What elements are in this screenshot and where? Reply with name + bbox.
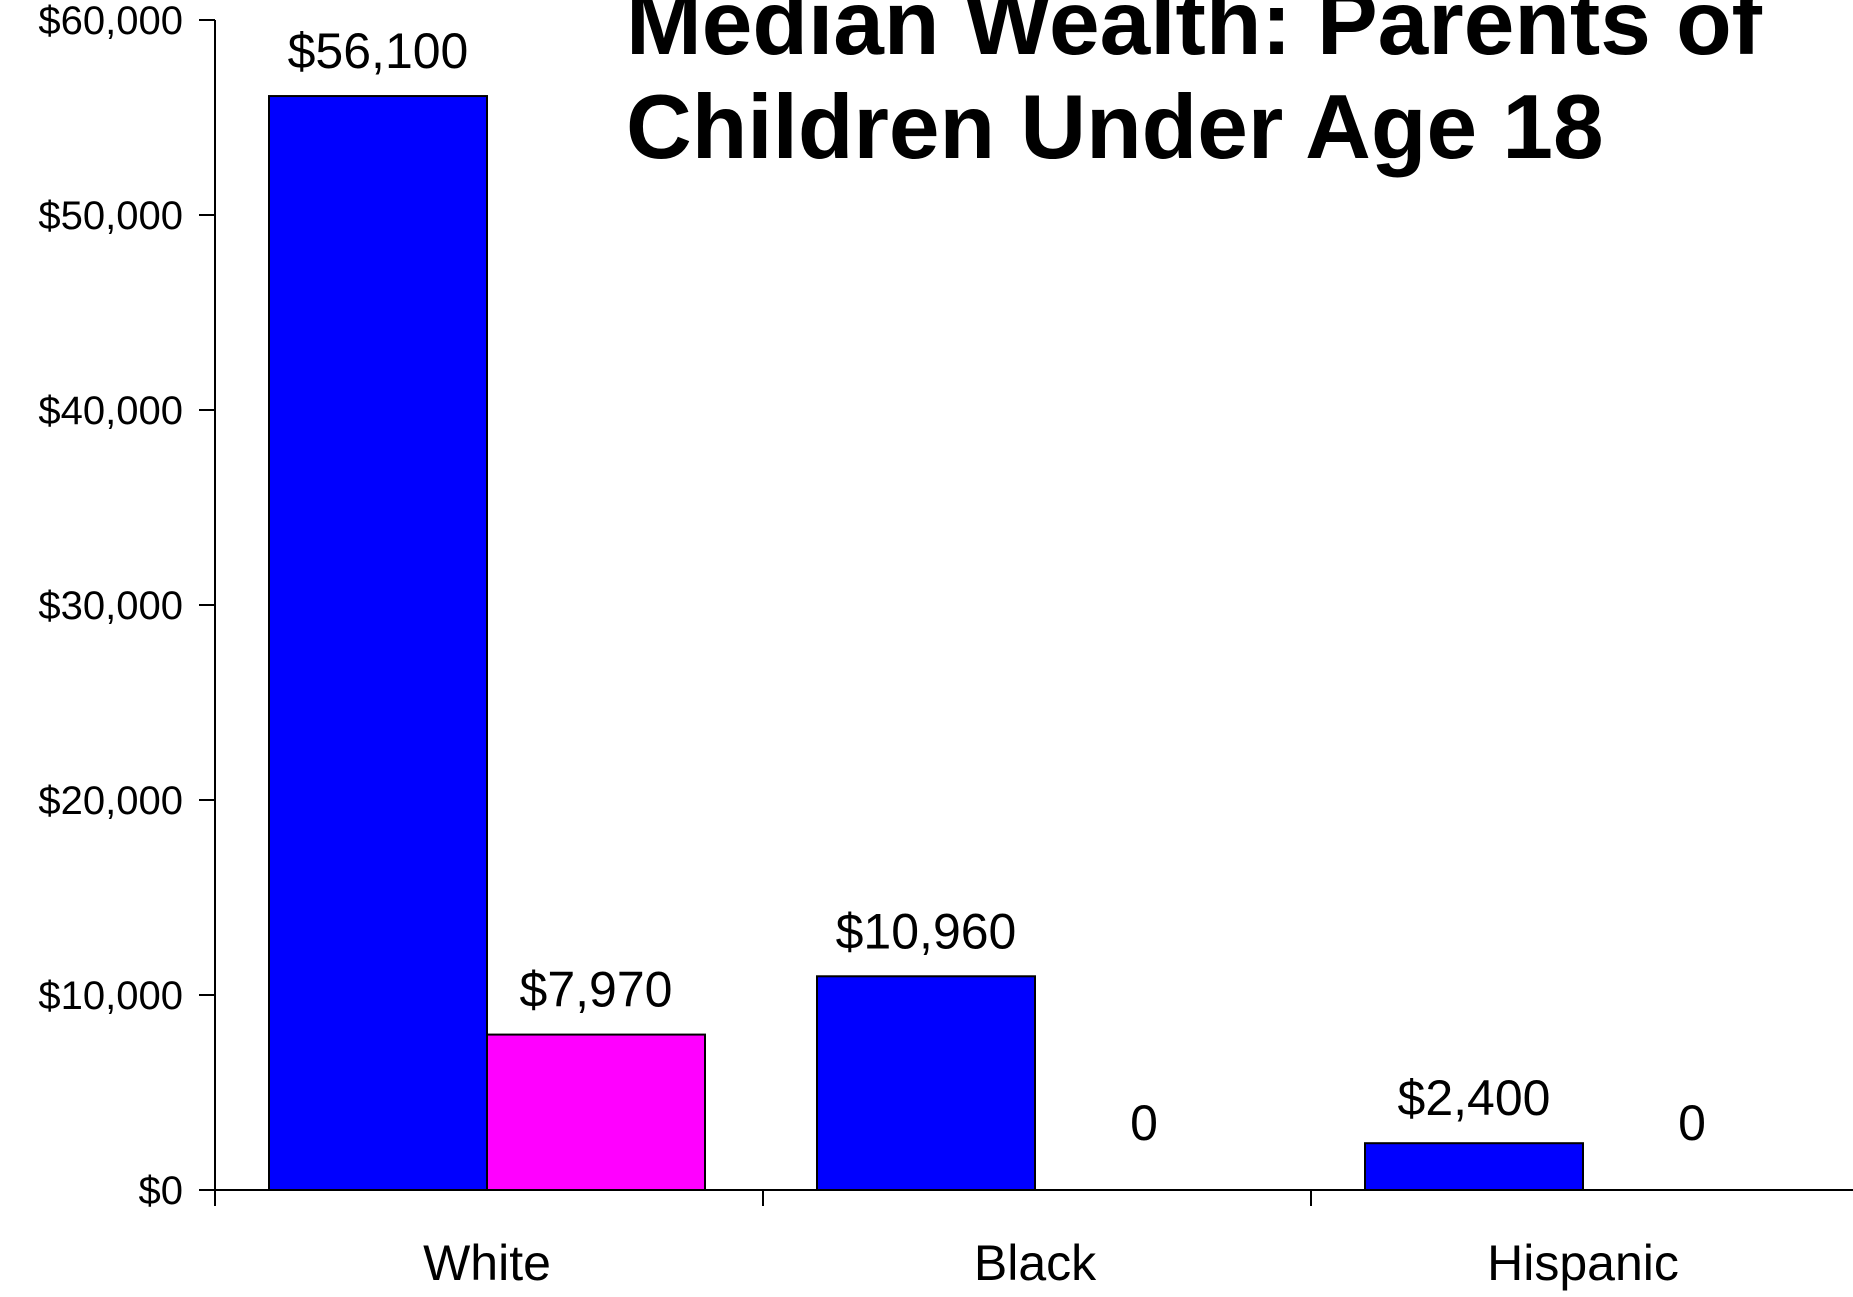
chart-title-line-2: Children Under Age 18 [626,77,1604,178]
y-tick-label: $40,000 [38,389,183,433]
data-label: $7,970 [520,962,673,1018]
data-label: 0 [1130,1095,1158,1151]
data-label: $2,400 [1398,1070,1551,1126]
chart-title: Median Wealth: Parents of Children Under… [626,0,1846,180]
data-label: 0 [1678,1095,1706,1151]
bar [1364,1142,1584,1191]
y-tick-label: $0 [139,1169,184,1213]
data-label: $56,100 [288,23,469,79]
bar [268,95,488,1191]
bar [486,1033,706,1191]
x-tick-label: White [423,1235,551,1291]
x-tick-label: Black [974,1235,1097,1291]
y-tick-label: $20,000 [38,779,183,823]
y-tick-label: $30,000 [38,584,183,628]
y-tick-label: $50,000 [38,194,183,238]
y-tick-label: $60,000 [38,0,183,43]
y-tick-label: $10,000 [38,974,183,1018]
bar [816,975,1036,1192]
data-label: $10,960 [836,903,1017,959]
chart-title-line-1: Median Wealth: Parents of [626,0,1762,74]
x-tick-label: Hispanic [1487,1235,1679,1291]
